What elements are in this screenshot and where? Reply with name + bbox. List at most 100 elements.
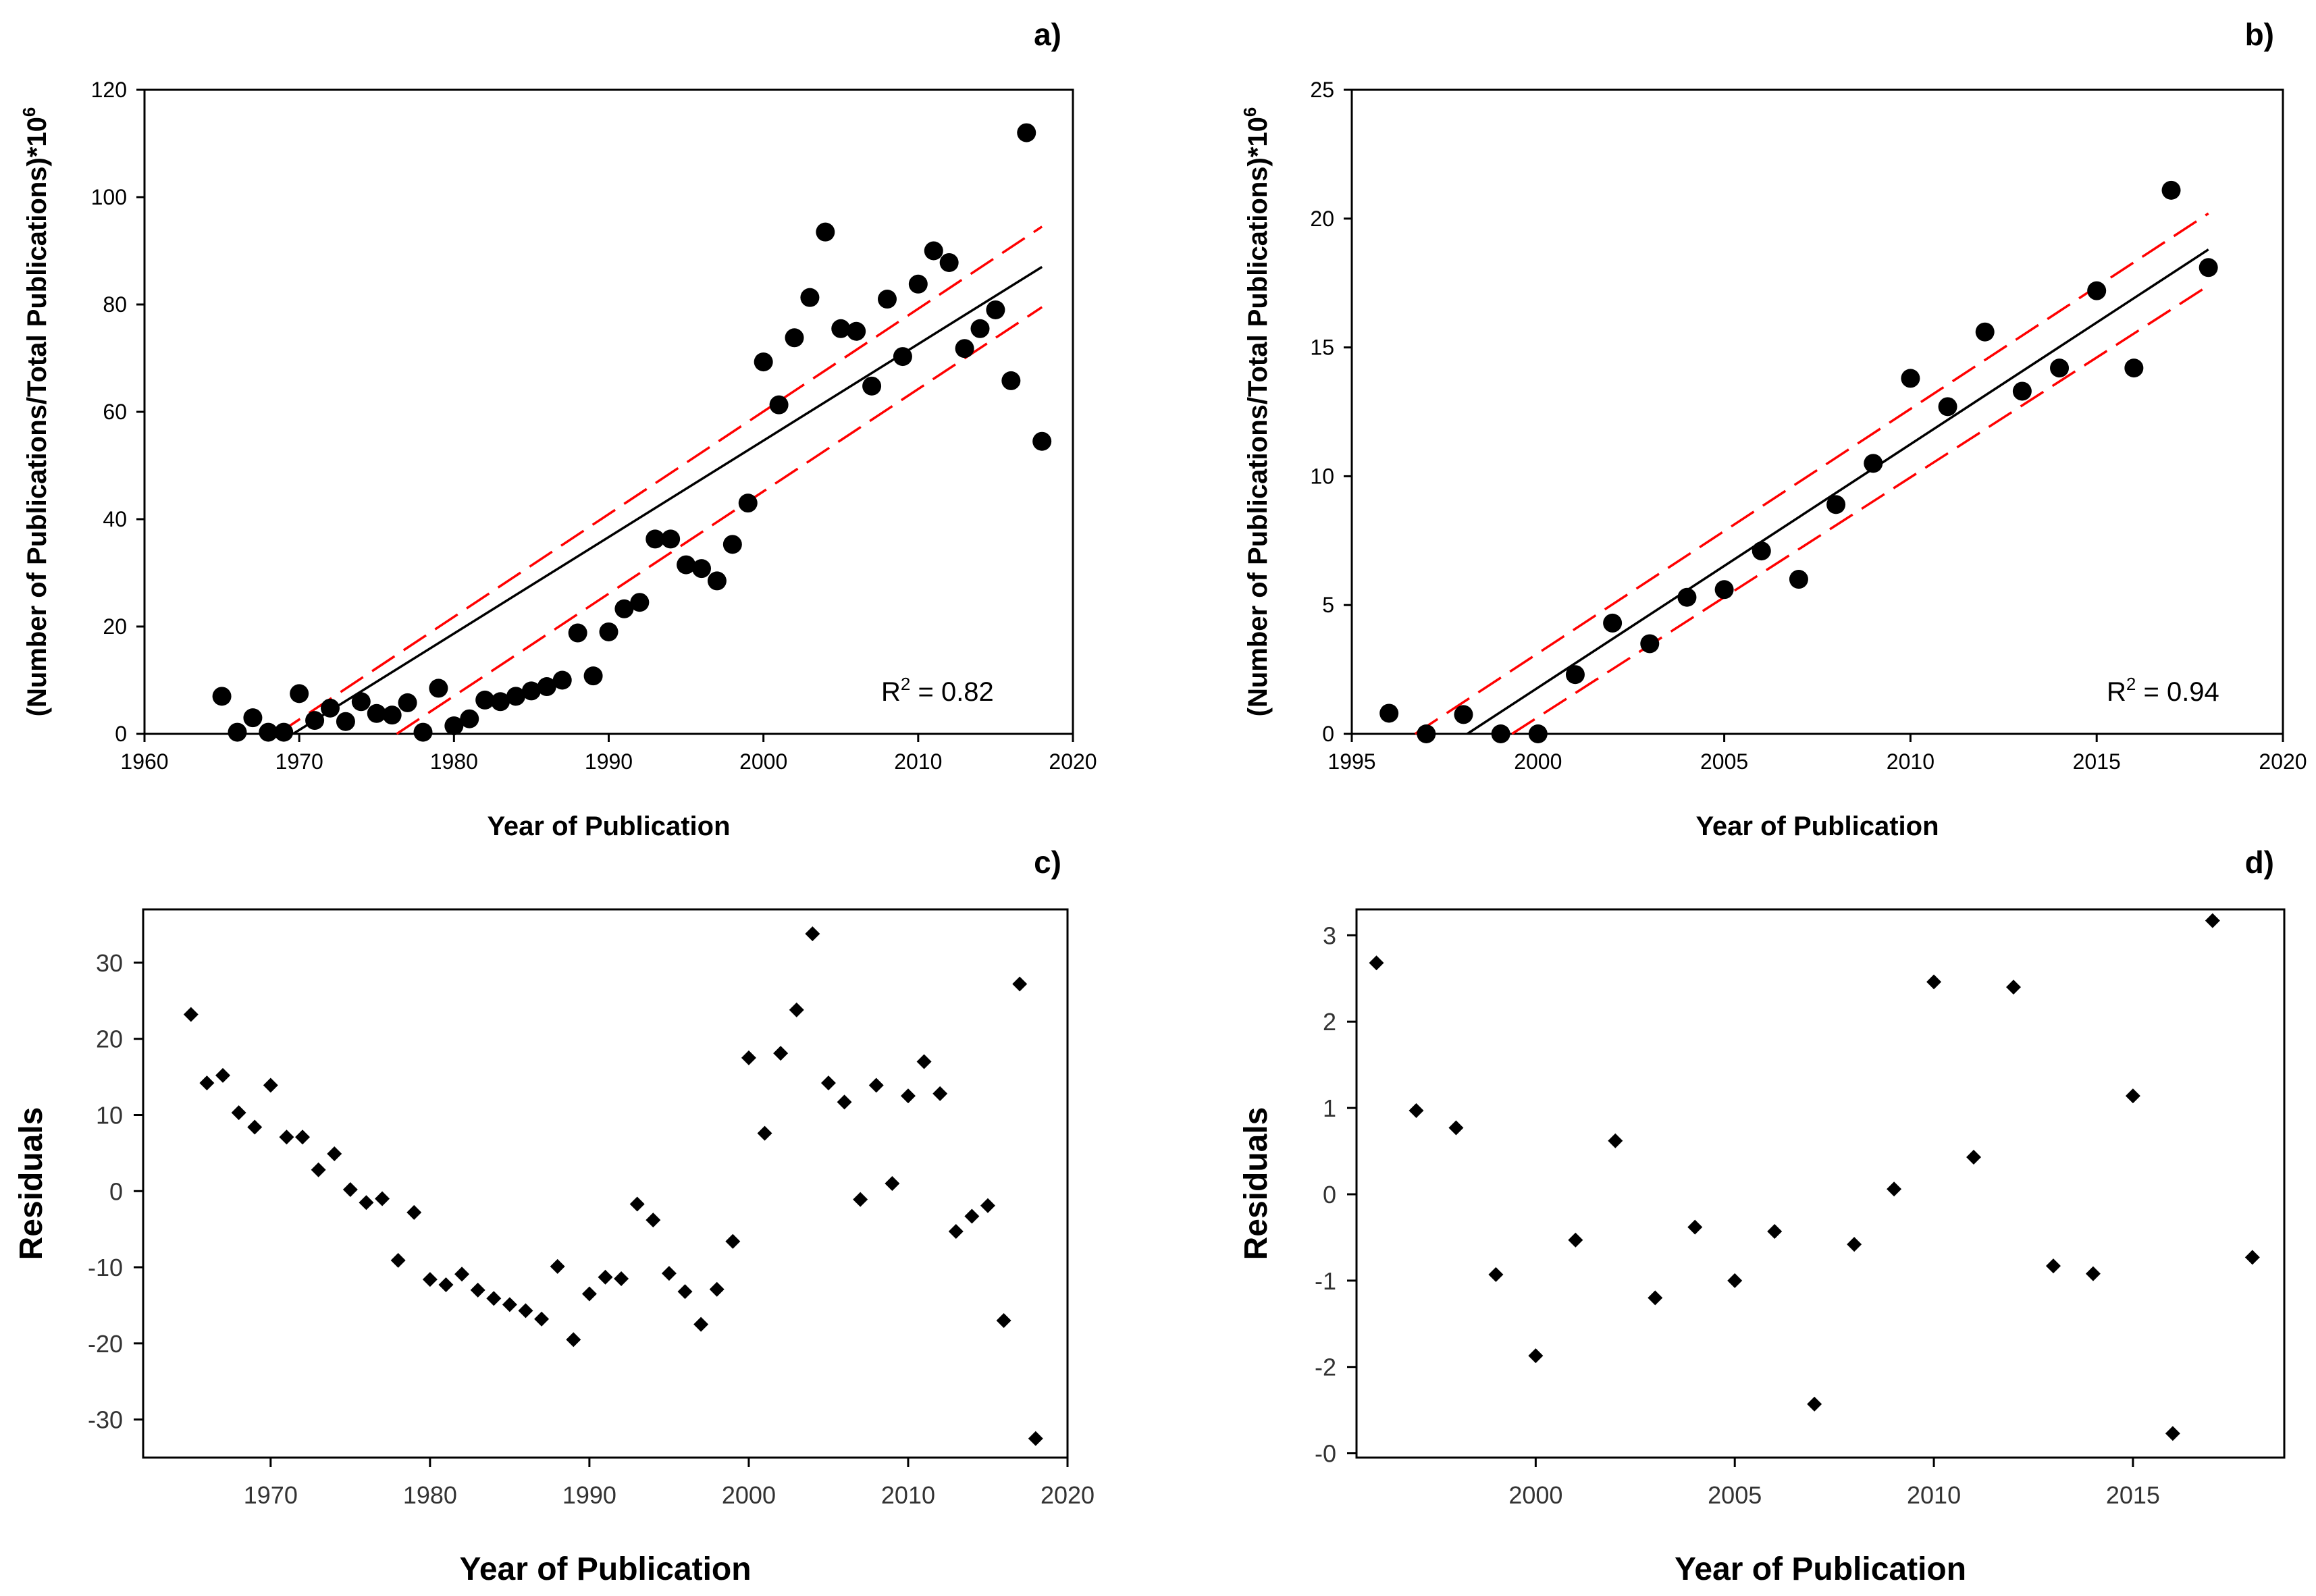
confidence-band-upper: [1414, 212, 2209, 735]
x-axis-label: Year of Publication: [1675, 1551, 1966, 1587]
x-tick-label: 2010: [894, 749, 942, 774]
data-point: [661, 529, 681, 549]
data-point: [862, 376, 882, 396]
y-tick-label: -10: [88, 1254, 123, 1281]
x-tick-label: 2015: [2073, 749, 2121, 774]
x-tick-label: 1980: [403, 1481, 457, 1509]
data-point: [1938, 397, 1957, 417]
data-point: [820, 1075, 836, 1091]
data-point: [422, 1272, 438, 1287]
data-point: [630, 593, 650, 612]
data-point: [1369, 955, 1384, 971]
x-tick-label: 1990: [562, 1481, 616, 1509]
data-point: [279, 1129, 294, 1145]
x-tick-label: 1990: [585, 749, 633, 774]
r-squared-annotation: R2 = 0.94: [2107, 674, 2219, 707]
data-point: [1032, 431, 1052, 451]
x-tick-label: 2000: [739, 749, 787, 774]
x-tick-label: 2020: [2259, 749, 2307, 774]
data-point: [932, 1086, 948, 1101]
data-point: [228, 722, 247, 742]
r-squared-superscript: 2: [901, 674, 910, 694]
panel-label: d): [2245, 845, 2274, 880]
data-point: [506, 687, 525, 706]
data-point: [486, 1291, 502, 1306]
data-point: [263, 1078, 278, 1093]
y-tick-label: 20: [103, 614, 127, 639]
data-point: [773, 1046, 789, 1061]
data-point: [614, 1271, 629, 1286]
data-point: [398, 693, 417, 712]
y-tick-label: 5: [1322, 593, 1334, 617]
data-point: [1648, 1290, 1663, 1306]
data-point: [893, 347, 912, 367]
y-tick-label: -2: [1315, 1354, 1336, 1381]
data-point: [1448, 1120, 1464, 1136]
data-point: [1752, 541, 1771, 561]
x-tick-label: 2010: [881, 1481, 935, 1509]
data-point: [693, 1316, 709, 1332]
data-point: [375, 1191, 390, 1206]
r-squared-symbol: R: [2107, 677, 2126, 707]
data-point: [709, 1281, 725, 1297]
data-point: [646, 529, 665, 549]
data-point: [853, 1192, 868, 1207]
y-axis-label: Residuals: [14, 1107, 49, 1260]
regression-line: [292, 265, 1043, 735]
plot-frame: [1350, 88, 2284, 735]
y-tick-label: 60: [103, 400, 127, 424]
data-point: [2199, 258, 2218, 277]
chart-panel-a: 1960 1970 1980 1990 2000 2010 2020 0 20 40 60 80 100…: [19, 17, 1097, 841]
y-tick-label: 25: [1310, 78, 1334, 102]
panel-label: a): [1034, 17, 1061, 52]
y-tick-label: 10: [96, 1102, 123, 1129]
r-squared-symbol: R: [881, 677, 901, 707]
confidence-band-lower: [396, 306, 1043, 735]
data-point: [502, 1297, 517, 1312]
x-tick-label: 1960: [120, 749, 168, 774]
data-point: [646, 1213, 661, 1228]
data-point: [692, 559, 711, 579]
data-point: [550, 1258, 565, 1274]
x-tick-label: 2020: [1041, 1481, 1095, 1509]
x-tick-label: 2000: [1508, 1481, 1562, 1509]
r-squared-value: = 0.94: [2136, 677, 2219, 707]
x-axis-label: Year of Publication: [487, 812, 730, 841]
data-point: [2124, 358, 2144, 378]
data-point: [454, 1267, 470, 1282]
data-point: [831, 319, 851, 338]
data-point: [359, 1195, 374, 1211]
x-tick-label: 2000: [722, 1481, 776, 1509]
y-axis-label: (Number of Publications/Total Publicatio…: [19, 107, 52, 717]
y-tick-label: 120: [91, 78, 127, 102]
data-point: [1640, 634, 1660, 654]
y-tick-label: 40: [103, 507, 127, 531]
data-point: [581, 1286, 597, 1302]
data-point: [321, 698, 340, 718]
data-point: [1714, 580, 1734, 600]
r-squared-value: = 0.82: [910, 677, 993, 707]
data-point: [336, 712, 355, 731]
x-tick-label: 1970: [275, 749, 323, 774]
data-point: [2161, 180, 2181, 200]
data-point: [390, 1252, 406, 1268]
data-point: [231, 1105, 246, 1121]
data-point: [2012, 381, 2032, 401]
data-point: [1789, 570, 1808, 589]
data-point: [948, 1224, 964, 1240]
data-point: [757, 1125, 772, 1141]
y-tick-label: 0: [109, 1177, 123, 1205]
plot-frame: [1355, 908, 2286, 1459]
data-point: [677, 1284, 693, 1300]
x-axis-label: Year of Publication: [459, 1551, 751, 1587]
data-point: [552, 670, 572, 690]
data-point: [2006, 980, 2022, 995]
data-point: [1491, 724, 1510, 743]
x-tick-label: 2020: [1049, 749, 1097, 774]
y-axis-label-text: Residuals: [14, 1107, 49, 1260]
data-point: [916, 1054, 932, 1069]
data-point: [885, 1176, 900, 1191]
data-point: [738, 494, 758, 513]
data-point: [707, 571, 727, 591]
